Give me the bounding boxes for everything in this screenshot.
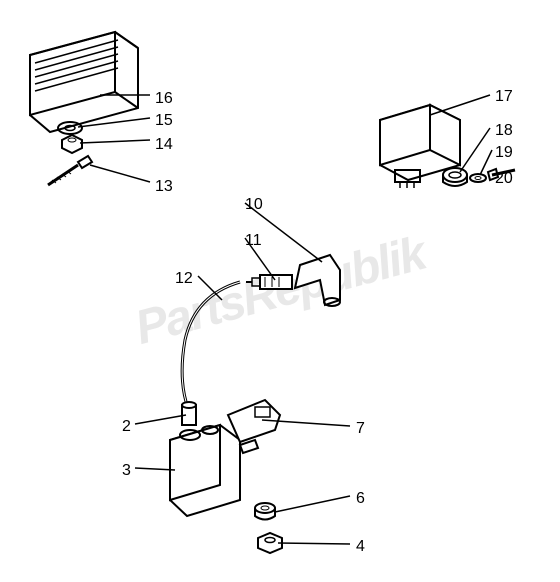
callout-12: 12 (175, 270, 193, 288)
callout-4: 4 (356, 538, 365, 556)
washer-19 (470, 174, 486, 182)
callout-2: 2 (122, 418, 131, 436)
spark-plug (246, 275, 292, 289)
callout-7: 7 (356, 420, 365, 438)
grommet-18 (443, 168, 467, 186)
callout-17: 17 (495, 88, 513, 106)
ht-cable (182, 282, 240, 408)
callout-13: 13 (155, 178, 173, 196)
callout-6: 6 (356, 490, 365, 508)
bolt-6 (255, 503, 275, 520)
callout-19: 19 (495, 144, 513, 162)
parts-diagram (0, 0, 560, 582)
callout-15: 15 (155, 112, 173, 130)
callout-16: 16 (155, 90, 173, 108)
coil-terminal (182, 402, 196, 425)
callout-20: 20 (495, 170, 513, 188)
regulator-part (30, 32, 138, 132)
callout-3: 3 (122, 462, 131, 480)
callout-11: 11 (245, 232, 262, 250)
callout-14: 14 (155, 136, 173, 154)
callout-10: 10 (245, 196, 263, 214)
nut-14 (62, 135, 82, 153)
bolt-13 (48, 156, 92, 185)
spark-plug-cap (295, 255, 340, 306)
callout-18: 18 (495, 122, 513, 140)
